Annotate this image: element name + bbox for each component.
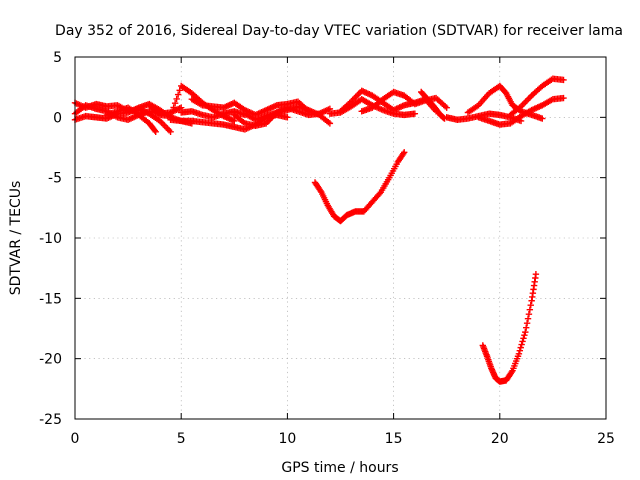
y-axis-label: SDTVAR / TECUs — [8, 181, 24, 296]
data-point — [560, 76, 567, 84]
data-point — [508, 368, 515, 376]
y-tick-labels: 5 0 -5 -10 -15 -20 -25 — [39, 50, 62, 428]
data-point — [516, 347, 524, 354]
data-point — [411, 110, 419, 117]
y-tick-label: -5 — [48, 171, 62, 187]
data-point — [523, 319, 531, 327]
data-point — [532, 271, 540, 278]
data-point — [171, 99, 179, 107]
x-tick-label: 25 — [597, 431, 615, 447]
data-point — [524, 315, 532, 322]
series-arc-d — [103, 104, 159, 136]
y-tick-label: -25 — [39, 412, 62, 428]
plot-area — [71, 75, 567, 385]
series-arc-f — [178, 108, 249, 121]
data-point — [519, 338, 526, 345]
data-point — [525, 310, 533, 318]
data-point — [521, 332, 528, 339]
data-point — [173, 95, 180, 103]
data-point — [176, 87, 183, 94]
series-arc-o — [418, 88, 448, 122]
x-tick-label: 20 — [491, 431, 509, 447]
data-point — [326, 120, 334, 127]
data-point — [526, 306, 534, 313]
series-arc-k — [311, 149, 408, 225]
x-tick-label: 5 — [177, 431, 186, 447]
chart-title: Day 352 of 2016, Sidereal Day-to-day VTE… — [55, 23, 623, 39]
y-tick-label: 5 — [53, 50, 62, 66]
data-point — [522, 328, 529, 336]
y-tick-label: -15 — [39, 291, 62, 307]
data-point — [152, 128, 159, 136]
data-point — [560, 94, 567, 102]
data-point — [317, 187, 324, 194]
data-point — [168, 108, 176, 116]
series-arc-j — [241, 103, 334, 127]
data-point — [539, 115, 546, 122]
data-point — [231, 117, 238, 125]
data-point — [376, 190, 383, 197]
data-point — [527, 302, 534, 309]
data-point — [174, 91, 182, 98]
series-arc-h — [188, 96, 312, 119]
x-tick-labels: 0 5 10 15 20 25 — [71, 431, 615, 447]
data-point — [522, 324, 530, 331]
data-point — [400, 150, 407, 157]
data-point — [443, 104, 450, 111]
series-arc-r — [475, 94, 567, 128]
plot-frame — [74, 56, 607, 420]
y-tick-label: -20 — [39, 352, 62, 368]
data-point — [284, 114, 291, 121]
y-tick-label: 0 — [53, 110, 62, 126]
x-tick-label: 0 — [71, 431, 80, 447]
data-point — [518, 341, 525, 348]
data-point — [170, 104, 177, 111]
data-point — [517, 344, 524, 351]
data-point — [401, 149, 408, 156]
data-point — [515, 350, 523, 358]
series-arc-s — [507, 75, 567, 119]
x-tick-label: 15 — [385, 431, 403, 447]
data-point — [167, 128, 174, 136]
series-arc-t — [479, 271, 540, 385]
y-tick-label: -10 — [39, 231, 62, 247]
x-axis-label: GPS time / hours — [281, 460, 398, 476]
x-tick-label: 10 — [278, 431, 296, 447]
data-point — [151, 127, 159, 134]
data-point — [520, 335, 527, 342]
